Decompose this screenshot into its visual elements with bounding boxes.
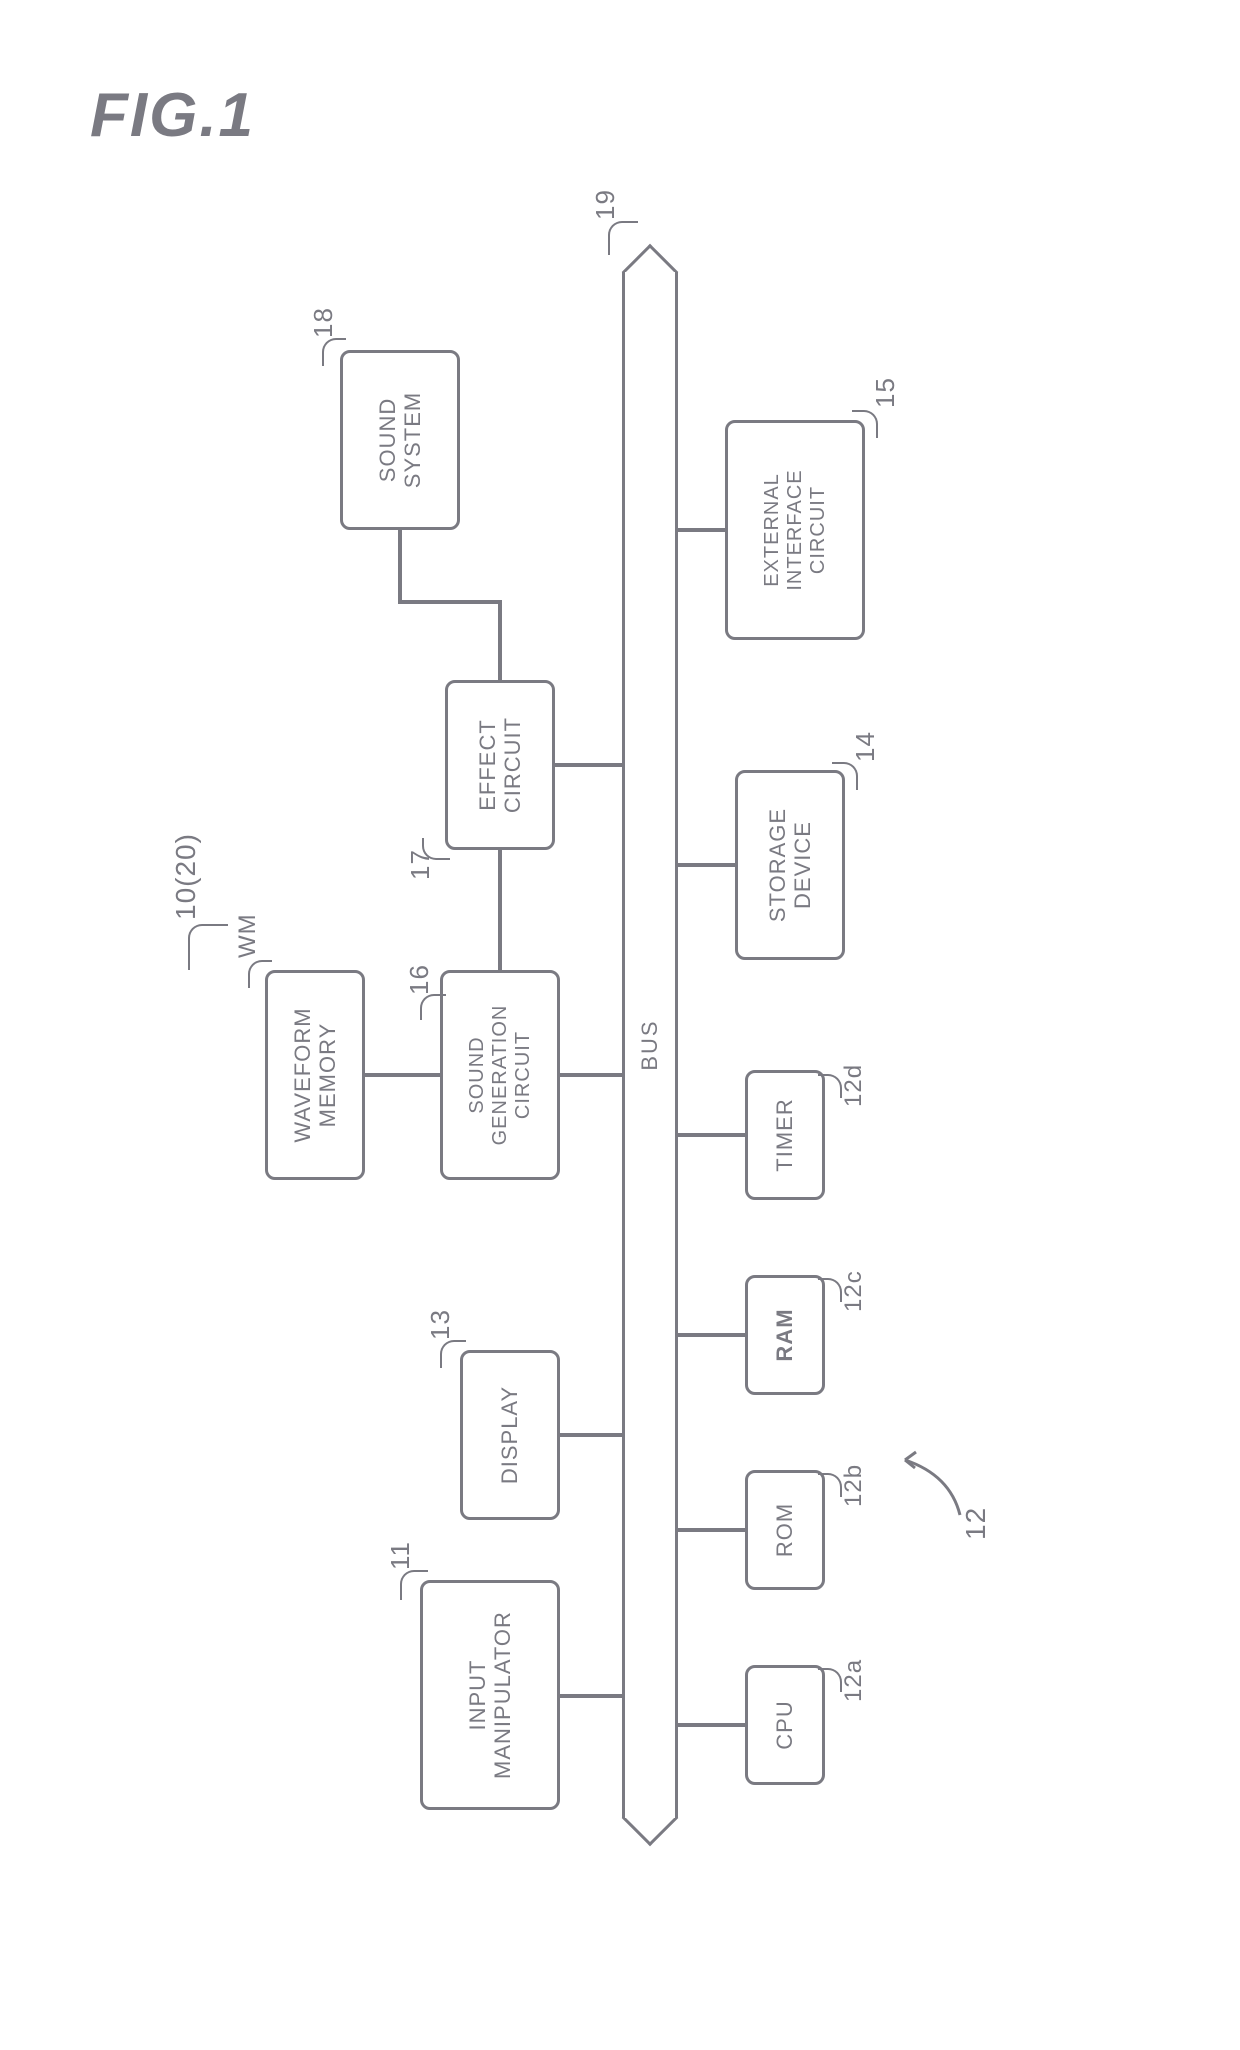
block-timer: TIMER	[745, 1070, 825, 1200]
ref-waveform-memory: WM	[234, 913, 262, 958]
arrow-12	[890, 1430, 970, 1530]
block-effect-circuit: EFFECT CIRCUIT	[445, 680, 555, 850]
leader-11	[400, 1570, 428, 1600]
block-ram: RAM	[745, 1275, 825, 1395]
leader-12b	[818, 1473, 842, 1497]
block-input-manipulator: INPUT MANIPULATOR	[420, 1580, 560, 1810]
ref-display: 13	[425, 1309, 456, 1340]
block-display: DISPLAY	[460, 1350, 560, 1520]
ref-bus: 19	[590, 189, 621, 220]
block-cpu: CPU	[745, 1665, 825, 1785]
ref-timer: 12d	[840, 1064, 868, 1107]
ref-sound-generation: 16	[404, 964, 435, 995]
bus-band: BUS	[622, 272, 678, 1818]
ref-ram-label: 12c	[840, 1270, 868, 1312]
leader-12d	[818, 1074, 842, 1098]
conn-bus-timer	[678, 1133, 745, 1137]
block-storage-device: STORAGE DEVICE	[735, 770, 845, 960]
ref-cpu: 12a	[840, 1659, 868, 1702]
conn-sg-effect	[498, 850, 502, 970]
ref-sound-system: 18	[308, 307, 339, 338]
leader-12c	[818, 1278, 842, 1302]
conn-effect-ss-v	[398, 600, 502, 604]
leader-19	[608, 221, 638, 255]
conn-bus-rom	[678, 1528, 745, 1532]
leader-15	[852, 410, 878, 438]
block-sound-generation: SOUND GENERATION CIRCUIT	[440, 970, 560, 1180]
leader-16	[420, 994, 446, 1020]
block-waveform-memory: WAVEFORM MEMORY	[265, 970, 365, 1180]
ref-input-manipulator: 11	[385, 1541, 416, 1570]
system-ref-leader	[188, 924, 228, 970]
leader-17	[422, 838, 450, 860]
conn-input-bus	[560, 1694, 622, 1698]
block-diagram: 10(20) INPUT MANIPULATOR 11 DISPLAY 13 W…	[160, 80, 1080, 1960]
leader-12a	[818, 1668, 842, 1692]
system-ref-label: 10(20)	[170, 833, 202, 920]
conn-sg-bus	[560, 1073, 622, 1077]
conn-bus-cpu	[678, 1723, 745, 1727]
conn-bus-storage	[678, 863, 735, 867]
leader-13	[440, 1340, 466, 1368]
conn-bus-extif	[678, 528, 725, 532]
leader-wm	[248, 960, 272, 988]
conn-bus-ram	[678, 1333, 745, 1337]
block-external-if: EXTERNAL INTERFACE CIRCUIT	[725, 420, 865, 640]
conn-wm-sg	[365, 1073, 440, 1077]
block-sound-system: SOUND SYSTEM	[340, 350, 460, 530]
ref-external-if: 15	[870, 377, 901, 408]
ref-storage-device: 14	[850, 731, 881, 762]
conn-effect-ss-h	[498, 600, 502, 680]
ref-rom: 12b	[840, 1464, 868, 1507]
conn-display-bus	[560, 1433, 622, 1437]
conn-effect-bus	[555, 763, 622, 767]
block-rom: ROM	[745, 1470, 825, 1590]
leader-18	[322, 338, 346, 366]
leader-14	[832, 762, 858, 790]
conn-effect-ss-h2	[398, 528, 402, 604]
